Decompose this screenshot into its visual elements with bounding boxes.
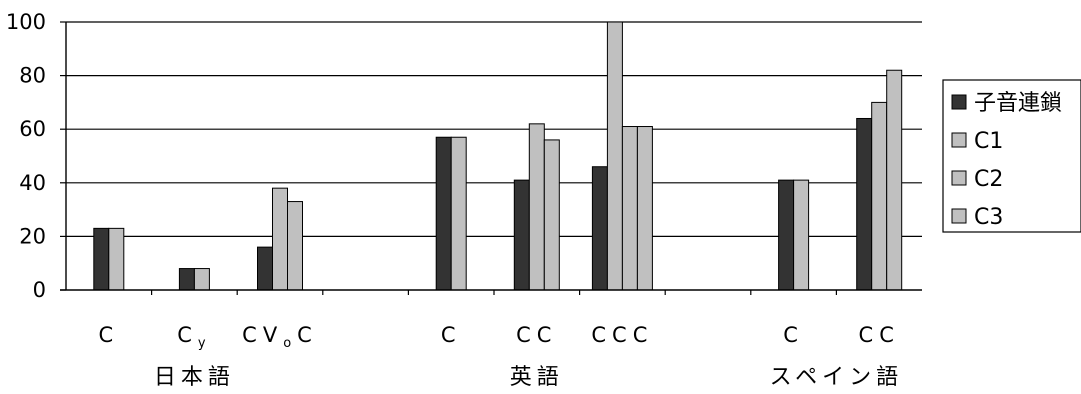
bar: [886, 69, 903, 291]
legend-swatch: [951, 208, 967, 224]
bars: [93, 21, 903, 291]
bar: [108, 227, 125, 291]
axes: [60, 21, 922, 295]
bar: [543, 139, 560, 291]
group-label: スペイン語: [770, 365, 903, 390]
group-labels: 日本語 英語 スペイン語: [154, 365, 903, 390]
category-label: C: [98, 323, 119, 347]
bar: [272, 187, 288, 291]
bar: [513, 179, 530, 291]
bar: [528, 123, 545, 291]
bar: [257, 246, 273, 291]
bar: [178, 268, 195, 291]
legend-label: C2: [974, 167, 1003, 192]
legend-label: 子音連鎖: [974, 91, 1062, 116]
legend-label: C3: [974, 205, 1003, 230]
bar: [606, 21, 623, 291]
y-tick-labels: 0 20 40 60 80 100: [6, 10, 46, 302]
category-label: C: [441, 323, 462, 347]
bar: [871, 101, 888, 291]
y-tick-label: 0: [33, 278, 46, 302]
legend-label: C1: [974, 129, 1003, 154]
bar: [435, 136, 452, 291]
bar: [636, 126, 653, 291]
category-label: CC: [859, 323, 900, 347]
category-label: Cy: [177, 323, 211, 351]
bar: [450, 136, 467, 291]
bar: [621, 126, 638, 291]
y-tick-label: 80: [19, 64, 46, 88]
bar: [193, 268, 210, 291]
category-label: CC: [516, 323, 557, 347]
category-labels: C Cy CVoC C CC CCC C CC: [98, 323, 900, 351]
bar: [93, 227, 110, 291]
legend-swatch: [951, 170, 967, 186]
category-label: C: [783, 323, 804, 347]
y-tick-label: 40: [19, 171, 46, 195]
legend-swatch: [951, 94, 967, 110]
bar: [778, 179, 795, 291]
category-label: CVoC: [242, 323, 318, 351]
group-label: 英語: [510, 365, 564, 390]
category-label: CCC: [591, 323, 653, 347]
legend: 子音連鎖 C1 C2 C3: [942, 79, 1081, 233]
y-tick-label: 60: [19, 117, 46, 141]
bar: [793, 179, 810, 291]
y-tick-label: 100: [6, 10, 46, 34]
legend-swatch: [951, 132, 967, 148]
bar: [287, 201, 303, 291]
group-label: 日本語: [154, 365, 235, 390]
y-tick-label: 20: [19, 224, 46, 248]
bar: [856, 117, 873, 291]
bar: [591, 166, 608, 291]
